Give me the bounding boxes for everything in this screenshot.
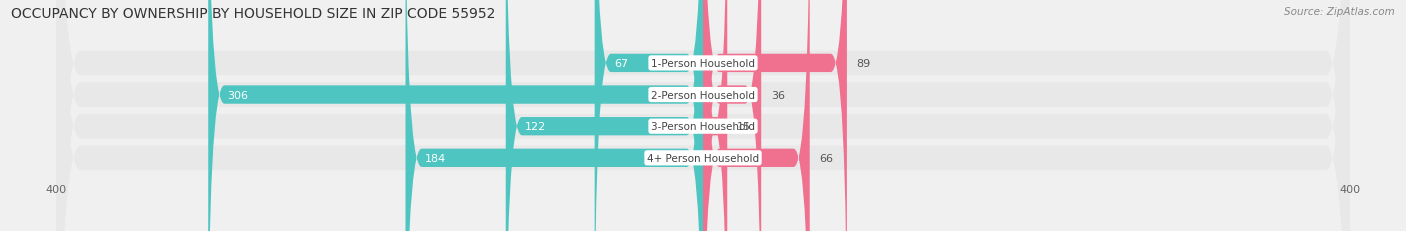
FancyBboxPatch shape (703, 0, 727, 231)
Text: 4+ Person Household: 4+ Person Household (647, 153, 759, 163)
Text: 36: 36 (770, 90, 785, 100)
Text: 3-Person Household: 3-Person Household (651, 122, 755, 132)
FancyBboxPatch shape (56, 0, 1350, 231)
Text: 15: 15 (737, 122, 751, 132)
Legend: Owner-occupied, Renter-occupied: Owner-occupied, Renter-occupied (585, 228, 821, 231)
FancyBboxPatch shape (56, 0, 1350, 231)
FancyBboxPatch shape (208, 0, 703, 231)
FancyBboxPatch shape (506, 0, 703, 231)
Text: 122: 122 (526, 122, 547, 132)
FancyBboxPatch shape (56, 0, 1350, 231)
FancyBboxPatch shape (405, 0, 703, 231)
FancyBboxPatch shape (703, 0, 810, 231)
Text: 306: 306 (228, 90, 249, 100)
Text: Source: ZipAtlas.com: Source: ZipAtlas.com (1284, 7, 1395, 17)
Text: 67: 67 (614, 59, 628, 69)
Text: 184: 184 (425, 153, 446, 163)
FancyBboxPatch shape (703, 0, 761, 231)
Text: 2-Person Household: 2-Person Household (651, 90, 755, 100)
Text: 66: 66 (820, 153, 834, 163)
FancyBboxPatch shape (56, 0, 1350, 231)
FancyBboxPatch shape (703, 0, 846, 231)
Text: 89: 89 (856, 59, 870, 69)
Text: 1-Person Household: 1-Person Household (651, 59, 755, 69)
FancyBboxPatch shape (595, 0, 703, 231)
Text: OCCUPANCY BY OWNERSHIP BY HOUSEHOLD SIZE IN ZIP CODE 55952: OCCUPANCY BY OWNERSHIP BY HOUSEHOLD SIZE… (11, 7, 496, 21)
